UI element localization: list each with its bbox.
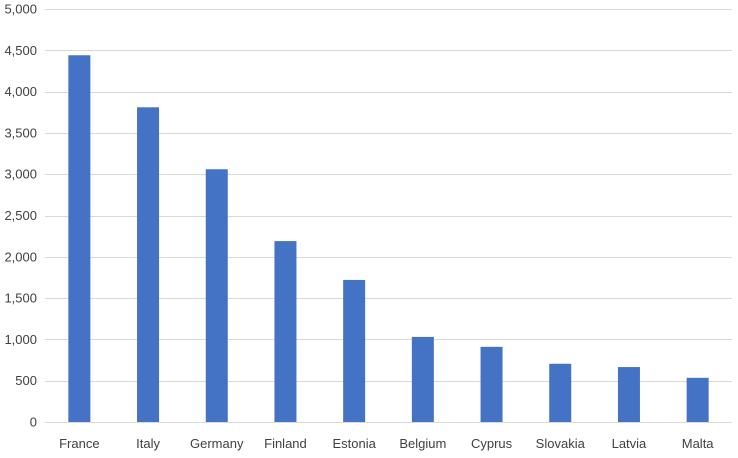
bars — [68, 55, 709, 422]
x-category-label: Slovakia — [536, 436, 586, 451]
bar-latvia — [617, 367, 640, 422]
y-axis-tick-labels: 0 500 1,000 1,500 2,000 2,500 3,000 3,500 4,000 4… — [4, 2, 37, 430]
x-category-label: Malta — [682, 436, 715, 451]
bar-italy — [137, 107, 160, 422]
bar-france — [68, 55, 91, 422]
y-tick-label: 4,500 — [4, 43, 37, 58]
x-category-label: Italy — [136, 436, 160, 451]
bar-germany — [205, 169, 228, 422]
y-tick-label: 1,500 — [4, 291, 37, 306]
y-tick-label: 1,000 — [4, 332, 37, 347]
x-category-label: Estonia — [332, 436, 376, 451]
bar-belgium — [411, 336, 434, 422]
gridlines — [45, 9, 732, 423]
x-axis-category-labels: France Italy Germany Finland Estonia Belgium C… — [59, 436, 714, 451]
y-tick-label: 500 — [15, 373, 37, 388]
y-tick-label: 3,500 — [4, 125, 37, 140]
bar-malta — [686, 377, 709, 422]
x-category-label: Germany — [190, 436, 244, 451]
y-tick-label: 0 — [30, 415, 37, 430]
bar-estonia — [343, 279, 366, 422]
y-tick-label: 2,000 — [4, 249, 37, 264]
x-category-label: France — [59, 436, 99, 451]
x-category-label: Latvia — [612, 436, 647, 451]
x-category-label: Belgium — [399, 436, 446, 451]
bar-slovakia — [549, 363, 572, 422]
y-tick-label: 3,000 — [4, 167, 37, 182]
bar-finland — [274, 241, 297, 422]
y-tick-label: 2,500 — [4, 208, 37, 223]
y-tick-label: 5,000 — [4, 2, 37, 17]
x-category-label: Finland — [264, 436, 307, 451]
x-category-label: Cyprus — [471, 436, 513, 451]
bar-cyprus — [480, 346, 503, 422]
y-tick-label: 4,000 — [4, 84, 37, 99]
